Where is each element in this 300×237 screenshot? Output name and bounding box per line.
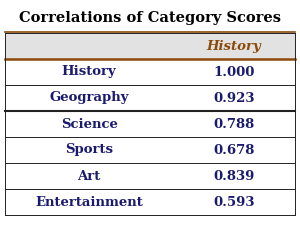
Text: 0.593: 0.593 (213, 196, 255, 209)
Text: Geography: Geography (49, 91, 129, 105)
Text: Correlations of Category Scores: Correlations of Category Scores (19, 11, 281, 25)
Text: Sports: Sports (65, 143, 113, 156)
Text: 0.923: 0.923 (213, 91, 255, 105)
Text: Art: Art (77, 169, 101, 182)
Text: History: History (62, 65, 116, 78)
Text: 0.678: 0.678 (213, 143, 255, 156)
Text: 0.839: 0.839 (213, 169, 255, 182)
Bar (5, 33, 295, 59)
Text: History: History (207, 40, 262, 53)
Text: 1.000: 1.000 (213, 65, 255, 78)
Text: Entertainment: Entertainment (35, 196, 143, 209)
Text: 0.788: 0.788 (214, 118, 255, 131)
Text: Science: Science (61, 118, 118, 131)
